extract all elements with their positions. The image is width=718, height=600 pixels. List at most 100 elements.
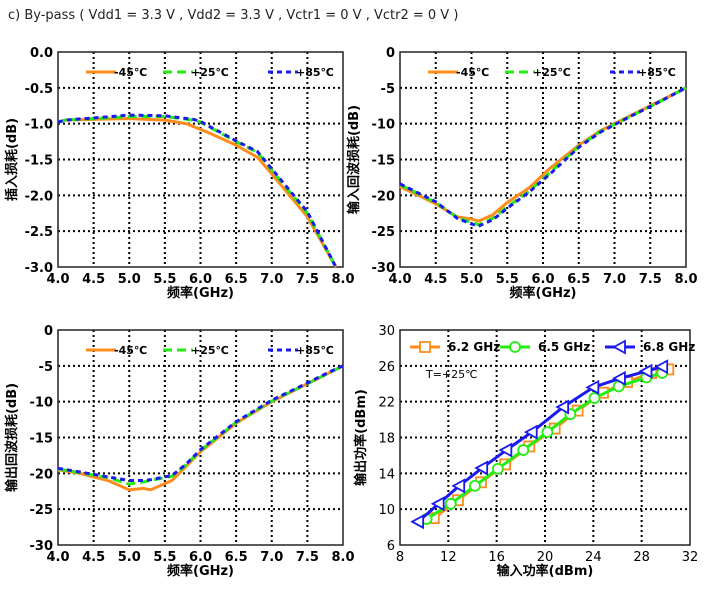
x-tick-label: 8.0 — [674, 272, 697, 287]
legend-label: +85℃ — [296, 66, 334, 79]
legend-label: 6.2 GHz — [448, 340, 500, 354]
y-tick-label: -20 — [30, 467, 54, 482]
data-point-marker — [498, 442, 513, 458]
series-line-1 — [57, 117, 338, 268]
y-tick-label: -30 — [30, 539, 54, 554]
data-point-marker — [588, 392, 601, 404]
series-line-3 — [57, 113, 338, 268]
x-tick-label: 7.5 — [639, 272, 662, 287]
legend-label: +85℃ — [296, 344, 334, 357]
y-tick-label: 22 — [378, 396, 395, 411]
y-axis-label: 输入回波损耗(dB) — [346, 105, 362, 214]
data-point-marker — [410, 514, 425, 530]
x-tick-label: 7.0 — [260, 272, 283, 287]
y-tick-label: -30 — [372, 261, 396, 276]
y-tick-label: -15 — [30, 432, 54, 447]
legend-label: +25℃ — [191, 66, 229, 79]
y-axis-label: 输出回波损耗(dB) — [4, 383, 20, 492]
y-tick-label: -2.5 — [25, 225, 53, 240]
legend-label: +85℃ — [638, 66, 676, 79]
x-tick-label: 8 — [396, 550, 404, 565]
chart-1: 4.0 4.5 5.0 5.5 6.0 6.5 7.0 7.5 8.0 0.0 -0.5 -1.0 -1… — [4, 46, 355, 301]
x-tick-label: 4.5 — [424, 272, 447, 287]
chart-3: 4.0 4.5 5.0 5.5 6.0 6.5 7.0 7.5 8.0 0 -5 -10 -15 -20 -… — [4, 324, 355, 579]
y-tick-label: -2.0 — [25, 189, 53, 204]
legend-marker — [419, 341, 431, 353]
x-tick-label: 7.0 — [260, 550, 283, 565]
x-tick-label: 5.0 — [118, 272, 141, 287]
data-point-marker — [523, 424, 538, 440]
legend-label: -45℃ — [456, 66, 489, 79]
y-tick-label: -15 — [372, 154, 396, 169]
y-tick-label: -0.5 — [25, 82, 53, 97]
plot-frame — [399, 51, 687, 268]
y-tick-label: -1.0 — [25, 118, 53, 133]
plot-frame — [399, 329, 691, 546]
x-tick-label: 7.5 — [296, 272, 319, 287]
y-tick-label: -5 — [381, 82, 395, 97]
data-point-marker — [469, 479, 481, 492]
chart-2: 4.0 4.5 5.0 5.5 6.0 6.5 7.0 7.5 8.0 0 -5 -10 -15 -20 -… — [346, 46, 698, 301]
x-tick-label: 5.0 — [118, 550, 141, 565]
x-axis-label: 频率(GHz) — [167, 285, 234, 301]
x-tick-label: 6.0 — [189, 550, 212, 565]
data-point-marker — [541, 426, 554, 439]
x-tick-label: 6.5 — [225, 550, 248, 565]
legend-marker — [509, 341, 521, 353]
series-line-1 — [432, 367, 669, 520]
y-tick-label: 0.0 — [30, 46, 53, 61]
x-axis-label: 输入功率(dBm) — [497, 563, 594, 579]
series-line-2 — [57, 115, 338, 268]
x-tick-label: 7.5 — [296, 550, 319, 565]
legend-label: -45℃ — [114, 344, 147, 357]
legend-label: +25℃ — [191, 344, 229, 357]
data-point-marker — [474, 460, 489, 476]
series-line-3 — [57, 364, 344, 482]
x-tick-label: 16 — [488, 550, 505, 565]
y-tick-label: 10 — [378, 503, 395, 518]
y-tick-label: -5 — [39, 360, 53, 375]
data-point-marker — [451, 478, 466, 494]
x-tick-label: 6.0 — [531, 272, 554, 287]
chart-4: 8 12 16 20 24 28 32 30 26 22 18 14 10 6 输入功率(dBm) 输出功率(… — [353, 324, 698, 579]
data-point-marker — [612, 370, 626, 386]
x-tick-label: 8.0 — [331, 550, 354, 565]
y-tick-label: -10 — [372, 118, 396, 133]
data-point-marker — [654, 359, 669, 375]
y-tick-label: -10 — [30, 396, 54, 411]
legend-label: +25℃ — [533, 66, 571, 79]
series-line-3 — [399, 86, 687, 228]
plot-frame — [57, 51, 344, 268]
x-tick-label: 5.5 — [153, 550, 176, 565]
x-axis-label: 频率(GHz) — [167, 563, 234, 579]
x-tick-label: 28 — [633, 550, 650, 565]
data-point-marker — [585, 379, 600, 395]
y-tick-label: 18 — [378, 432, 395, 447]
x-tick-label: 12 — [440, 550, 457, 565]
x-tick-label: 6.0 — [189, 272, 212, 287]
y-axis-label: 插入损耗(dB) — [4, 118, 20, 201]
x-tick-label: 5.5 — [496, 272, 519, 287]
x-tick-label: 24 — [585, 550, 602, 565]
y-tick-label: -25 — [372, 225, 396, 240]
x-tick-label: 4.5 — [82, 272, 105, 287]
data-point-marker — [638, 363, 653, 379]
x-tick-label: 6.5 — [225, 272, 248, 287]
x-tick-label: 4.0 — [46, 550, 69, 565]
y-tick-label: -3.0 — [25, 261, 53, 276]
data-point-marker — [491, 462, 504, 475]
y-tick-label: -20 — [372, 189, 396, 204]
y-tick-label: -1.5 — [25, 154, 53, 169]
x-tick-label: 8.0 — [331, 272, 354, 287]
data-point-marker — [555, 399, 570, 415]
x-tick-label: 5.5 — [153, 272, 176, 287]
y-tick-label: 30 — [378, 324, 395, 339]
y-tick-label: 14 — [378, 467, 395, 482]
x-axis-label: 频率(GHz) — [510, 285, 577, 301]
y-axis-label: 输出功率(dBm) — [353, 389, 369, 486]
data-point-marker — [517, 444, 530, 456]
annotation-label: T=+25℃ — [425, 368, 478, 381]
y-tick-label: 0 — [44, 324, 53, 339]
x-tick-label: 4.0 — [46, 272, 69, 287]
legend-label: 6.8 GHz — [643, 340, 695, 354]
